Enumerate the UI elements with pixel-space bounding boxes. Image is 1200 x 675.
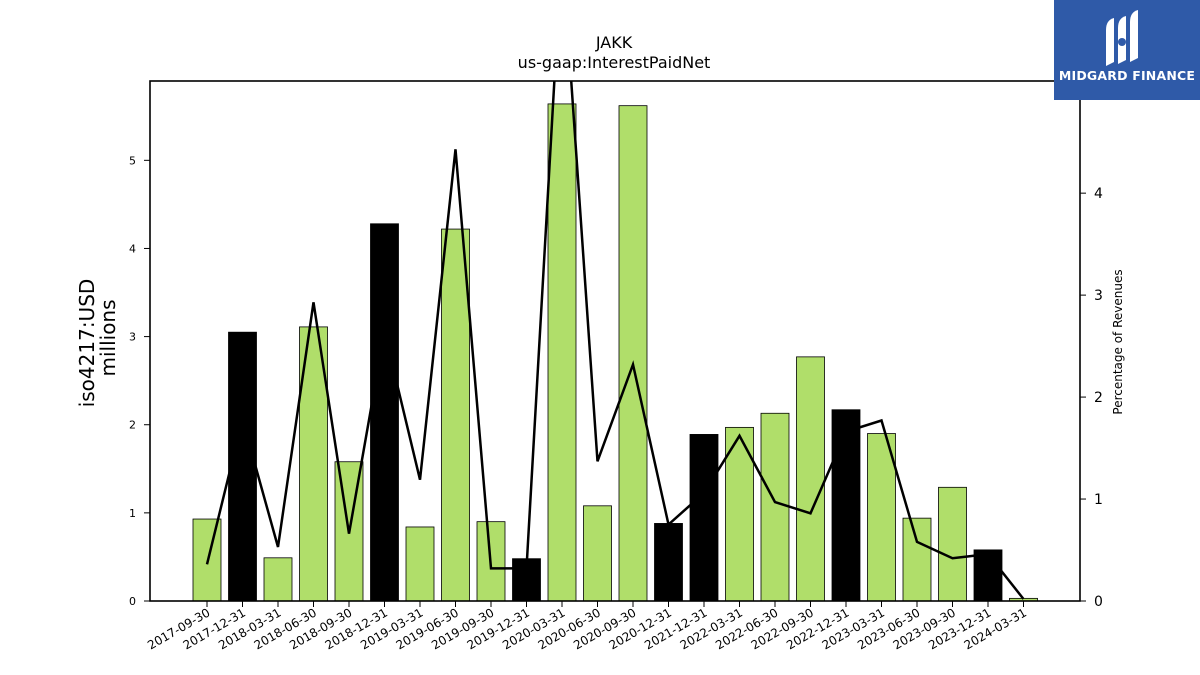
bar-2020-12-31 [654,523,683,602]
y-axis-left: 0 1 2 3 4 5 [129,154,150,608]
bar-2018-03-31 [263,557,293,602]
bar-2020-09-30 [618,105,648,602]
y-tick-label: 1 [129,507,136,520]
logo-text: MIDGARD FINANCE [1058,68,1196,83]
bar-2023-03-31 [867,433,896,602]
midgard-finance-logo: MIDGARD FINANCE [1054,0,1200,100]
bar-2023-09-30 [938,486,967,602]
logo-mark-icon [1106,10,1138,66]
bar-2020-03-31 [547,103,577,602]
x-axis: 2017-09-302017-12-312018-03-312018-06-30… [145,601,1029,652]
bar-2022-12-31 [831,409,861,602]
percentage-line [205,81,1025,600]
bar-2021-12-31 [689,434,719,602]
line-layer [205,81,1025,600]
chart-title: JAKK [595,33,633,52]
y2-tick-label: 0 [1094,594,1103,610]
plot-frame [149,80,1081,602]
y-axis-label: iso4217:USD [75,279,99,408]
y-tick-label: 0 [129,595,136,608]
bar-2022-06-30 [760,412,790,602]
bar-2019-06-30 [441,228,470,602]
bar-2023-06-30 [902,517,932,602]
bar-2017-12-31 [228,331,257,602]
y-tick-label: 3 [129,331,136,344]
bar-2022-03-31 [725,426,754,602]
chart-subtitle: us-gaap:InterestPaidNet [518,53,711,72]
bar-2022-09-30 [796,356,825,602]
bars-group [192,103,1038,602]
y2-tick-label: 1 [1094,492,1103,508]
y2-tick-label: 4 [1094,186,1103,202]
bar-2018-12-31 [370,223,399,602]
bar-2023-12-31 [973,549,1003,602]
y-tick-label: 4 [129,242,136,255]
y2-tick-label: 2 [1094,390,1103,406]
y2-axis-label: Percentage of Revenues [1111,269,1125,414]
y-tick-label: 5 [129,154,136,167]
bar-2020-06-30 [583,505,612,602]
y2-tick-label: 3 [1094,288,1103,304]
y-axis-unit-label: millions [96,299,120,376]
y-tick-label: 2 [129,419,136,432]
bar-2019-03-31 [405,526,435,602]
